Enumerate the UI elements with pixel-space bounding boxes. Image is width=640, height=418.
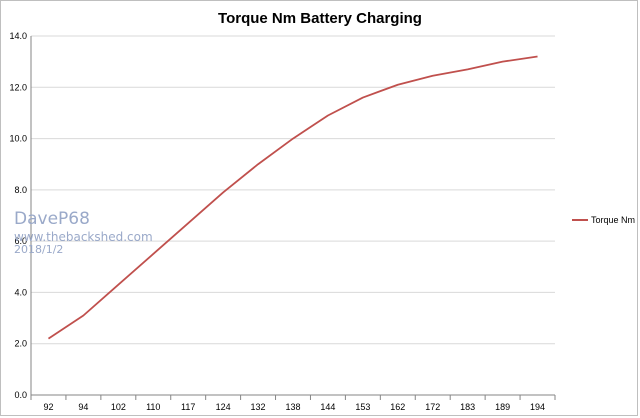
y-tick-label: 14.0 bbox=[9, 31, 27, 41]
y-tick-label: 4.0 bbox=[14, 287, 27, 297]
chart-title: Torque Nm Battery Charging bbox=[218, 10, 422, 27]
y-tick-label: 2.0 bbox=[14, 339, 27, 349]
y-tick-labels: 0.0 2.0 4.0 6.0 8.0 10.0 12.0 14.0 bbox=[9, 31, 27, 400]
series-lines bbox=[47, 55, 538, 340]
legend-label: Torque Nm bbox=[591, 215, 635, 225]
x-tick-label: 138 bbox=[285, 402, 300, 412]
y-tick-label: 10.0 bbox=[9, 134, 27, 144]
x-tick-label: 189 bbox=[495, 402, 510, 412]
x-tick-label: 162 bbox=[390, 402, 405, 412]
watermark-date: 2018/1/2 bbox=[14, 243, 64, 256]
x-tick-label: 153 bbox=[355, 402, 370, 412]
x-tick-label: 102 bbox=[111, 402, 126, 412]
x-tick-label: 110 bbox=[146, 402, 160, 412]
y-tick-label: 0.0 bbox=[14, 390, 27, 400]
x-tick-label: 92 bbox=[43, 402, 53, 412]
y-tick-label: 12.0 bbox=[9, 82, 27, 92]
grid-lines bbox=[31, 35, 555, 345]
x-tick-label: 94 bbox=[78, 402, 88, 412]
y-tick-label: 6.0 bbox=[14, 236, 27, 246]
x-tick-label: 132 bbox=[251, 402, 266, 412]
x-tick-label: 144 bbox=[320, 402, 335, 412]
series-line bbox=[47, 55, 538, 340]
x-tick-label: 183 bbox=[460, 402, 475, 412]
x-tick-label: 194 bbox=[530, 402, 545, 412]
x-tick-label: 117 bbox=[181, 402, 195, 412]
x-tick-label: 124 bbox=[216, 402, 231, 412]
legend: Torque Nm bbox=[572, 215, 635, 225]
axes bbox=[30, 36, 556, 400]
watermark-name: DaveP68 bbox=[14, 209, 90, 229]
y-tick-label: 8.0 bbox=[14, 185, 27, 195]
x-tick-labels: 92 94 102 110 117 124 132 138 144 153 162 172 183 189… bbox=[43, 402, 545, 412]
watermark-site: www.thebackshed.com bbox=[14, 230, 153, 244]
x-tick-label: 172 bbox=[425, 402, 440, 412]
